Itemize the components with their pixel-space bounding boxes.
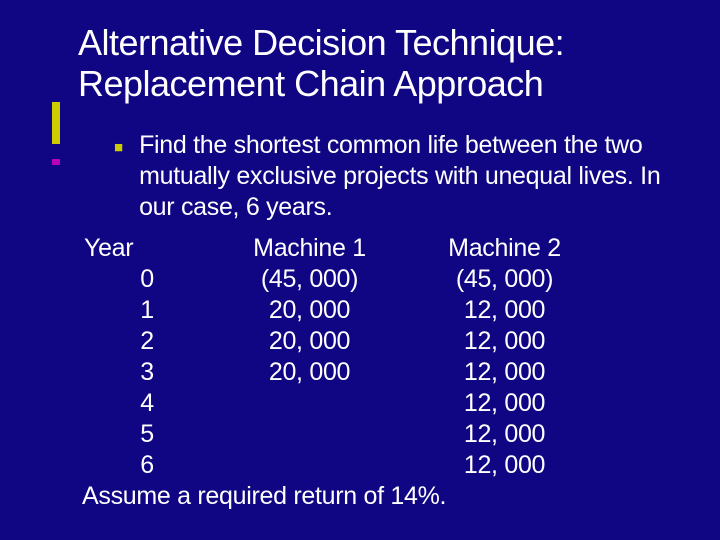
cell-m2: 12, 000 xyxy=(407,388,602,419)
cashflow-table: Year Machine 1 Machine 2 0 (45, 000) (45… xyxy=(82,233,675,481)
cell-m2: 12, 000 xyxy=(407,295,602,326)
cell-m1: 20, 000 xyxy=(212,295,407,326)
cell-m1 xyxy=(212,388,407,419)
col-header-m2: Machine 2 xyxy=(407,233,602,264)
cell-m1 xyxy=(212,450,407,481)
bullet-text: Find the shortest common life between th… xyxy=(139,130,675,223)
table-row: 0 (45, 000) (45, 000) xyxy=(82,264,675,295)
bullet-square-icon: ■ xyxy=(114,139,123,156)
cell-m1: 20, 000 xyxy=(212,326,407,357)
title-line-2: Replacement Chain Approach xyxy=(78,63,543,104)
title-line-1: Alternative Decision Technique: xyxy=(78,22,564,63)
slide-title: Alternative Decision Technique: Replacem… xyxy=(78,22,675,104)
accent-bar-yellow xyxy=(52,102,60,144)
table-row: 4 12, 000 xyxy=(82,388,675,419)
cell-m2: 12, 000 xyxy=(407,419,602,450)
table-row: 3 20, 000 12, 000 xyxy=(82,357,675,388)
bullet-item: ■ Find the shortest common life between … xyxy=(114,130,675,223)
col-header-year: Year xyxy=(82,233,212,264)
cell-m2: 12, 000 xyxy=(407,357,602,388)
cell-year: 1 xyxy=(82,295,212,326)
col-header-m1: Machine 1 xyxy=(212,233,407,264)
table-row: 1 20, 000 12, 000 xyxy=(82,295,675,326)
slide: Alternative Decision Technique: Replacem… xyxy=(0,0,720,540)
table-row: 2 20, 000 12, 000 xyxy=(82,326,675,357)
cell-m1: (45, 000) xyxy=(212,264,407,295)
cell-year: 3 xyxy=(82,357,212,388)
cell-year: 2 xyxy=(82,326,212,357)
cell-year: 4 xyxy=(82,388,212,419)
cell-m2: 12, 000 xyxy=(407,450,602,481)
cell-m2: 12, 000 xyxy=(407,326,602,357)
cell-year: 5 xyxy=(82,419,212,450)
footer-assumption: Assume a required return of 14%. xyxy=(82,481,675,512)
cell-year: 6 xyxy=(82,450,212,481)
cell-m1: 20, 000 xyxy=(212,357,407,388)
table-row: 6 12, 000 xyxy=(82,450,675,481)
cell-m1 xyxy=(212,419,407,450)
table-row: 5 12, 000 xyxy=(82,419,675,450)
accent-mark-magenta xyxy=(52,159,60,165)
cell-year: 0 xyxy=(82,264,212,295)
table-header-row: Year Machine 1 Machine 2 xyxy=(82,233,675,264)
cell-m2: (45, 000) xyxy=(407,264,602,295)
